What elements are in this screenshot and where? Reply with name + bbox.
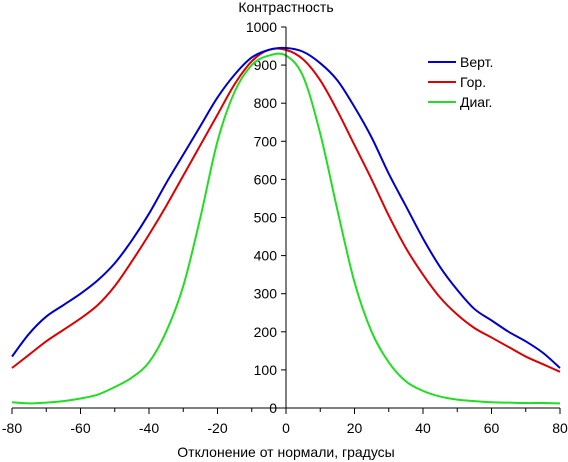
x-tick-label: -60 bbox=[70, 420, 90, 436]
x-tick-label: 40 bbox=[415, 420, 431, 436]
x-tick-label: -20 bbox=[207, 420, 227, 436]
y-tick-label: 400 bbox=[254, 248, 278, 264]
x-tick-label: 60 bbox=[484, 420, 500, 436]
y-tick-label: 600 bbox=[254, 171, 278, 187]
legend-label: Гор. bbox=[460, 74, 486, 90]
chart-legend: Верт. Гор. Диаг. bbox=[428, 54, 493, 110]
y-axis-title: Контрастность bbox=[238, 0, 333, 15]
x-axis-title: Отклонение от нормали, градусы bbox=[177, 444, 394, 460]
y-tick-label: 900 bbox=[254, 57, 278, 73]
y-tick-label: 300 bbox=[254, 286, 278, 302]
x-tick-label: -80 bbox=[2, 420, 22, 436]
y-tick-label: 200 bbox=[254, 324, 278, 340]
legend-label: Верт. bbox=[460, 54, 493, 70]
x-tick-label: -40 bbox=[139, 420, 159, 436]
y-tick-label: 100 bbox=[254, 362, 278, 378]
x-tick-label: 0 bbox=[282, 420, 290, 436]
legend-label: Диаг. bbox=[460, 94, 492, 110]
y-tick-label: 800 bbox=[254, 95, 278, 111]
x-axis-ticks: -80 -60 -40 -20 0 20 40 60 80 bbox=[2, 408, 568, 436]
x-tick-label: 20 bbox=[347, 420, 363, 436]
y-tick-label: 1000 bbox=[246, 19, 277, 35]
y-tick-label: 700 bbox=[254, 133, 278, 149]
x-tick-label: 80 bbox=[552, 420, 568, 436]
y-tick-label: 500 bbox=[254, 210, 278, 226]
